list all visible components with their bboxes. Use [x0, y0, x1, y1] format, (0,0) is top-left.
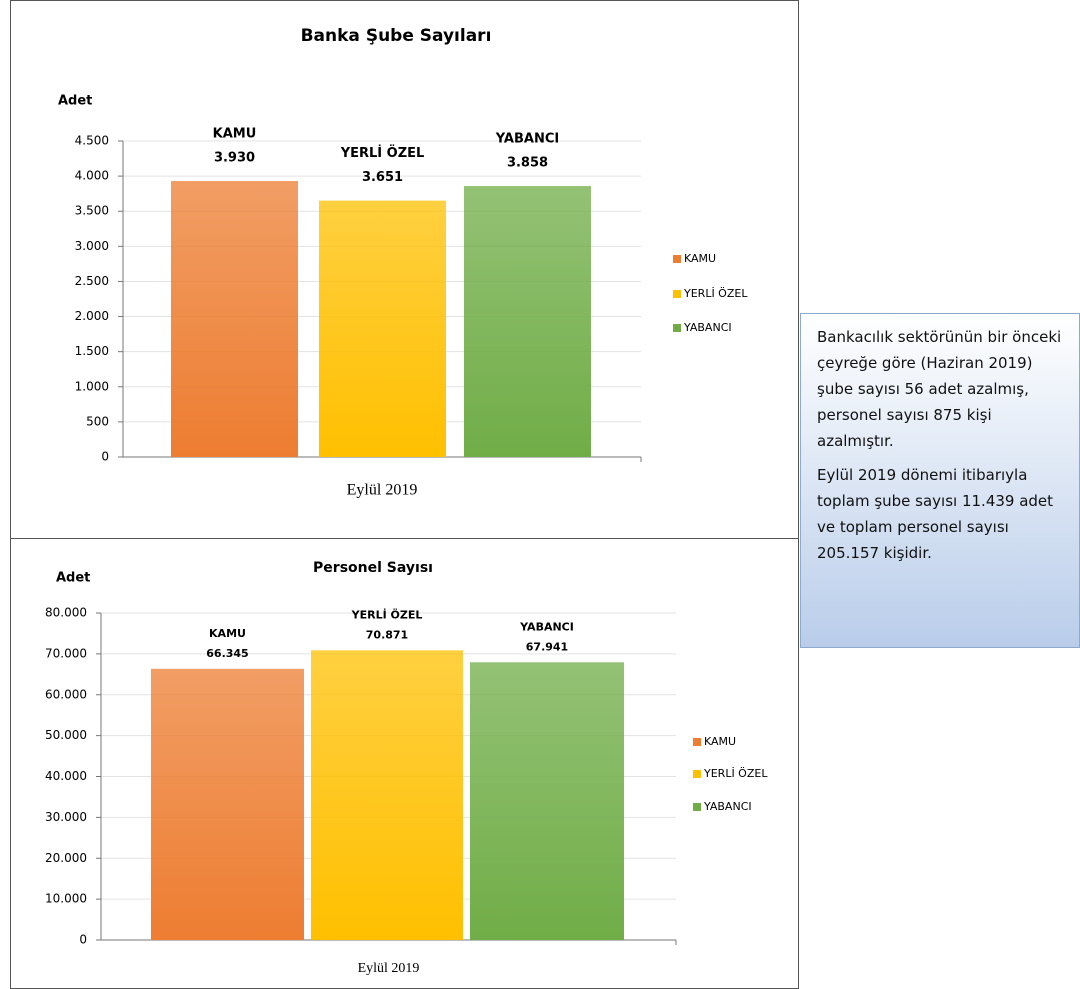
bar-series-label: YABANCI [495, 132, 559, 147]
y-axis-label: Adet [56, 571, 90, 586]
legend-swatch [673, 255, 681, 263]
y-tick-label: 1.000 [75, 379, 109, 393]
paragraph: Bankacılık sektörünün bir önceki çeyreğe… [817, 328, 1062, 450]
bar [464, 186, 591, 457]
chart: Banka Şube Sayıları Adet 0 500 1.000 1.500 2.0… [10, 0, 799, 539]
bar [319, 200, 446, 458]
y-tick-label: 30.000 [45, 810, 87, 824]
legend-swatch [673, 324, 681, 332]
y-tick-label: 50.000 [45, 728, 87, 742]
chart: Personel Sayısı Adet 0 10.000 20.000 30.000 40… [10, 538, 799, 989]
paragraph: Eylül 2019 dönemi itibarıyla toplam şube… [817, 466, 1054, 562]
y-tick-label: 70.000 [45, 646, 87, 660]
x-tick-label: Eylül 2019 [358, 961, 420, 976]
bar [171, 181, 298, 457]
chart-title: Banka Şube Sayıları [301, 26, 492, 46]
x-tick-label: Eylül 2019 [347, 482, 418, 499]
legend-label: KAMU [684, 252, 716, 265]
y-tick-label: 2.000 [75, 309, 109, 323]
bar-series-label: YERLİ ÖZEL [351, 607, 423, 621]
legend-label: YERLİ ÖZEL [703, 767, 768, 780]
y-tick-label: 60.000 [45, 687, 87, 701]
bar-series-label: KAMU [213, 127, 257, 142]
bar-series-label: YERLİ ÖZEL [340, 145, 425, 161]
legend-label: YABANCI [683, 321, 732, 334]
y-tick-label: 4.000 [75, 169, 109, 183]
bar [151, 668, 304, 940]
y-axis-label: Adet [58, 94, 92, 109]
y-tick-label: 3.000 [75, 239, 109, 253]
data-label: 66.345 [206, 647, 248, 660]
y-tick-label: 500 [86, 414, 109, 428]
data-label: 67.941 [526, 640, 568, 653]
y-tick-label: 20.000 [45, 851, 87, 865]
y-tick-label: 3.500 [75, 204, 109, 218]
y-tick-label: 80.000 [45, 606, 87, 620]
y-tick-label: 0 [79, 933, 87, 947]
bar-series-label: KAMU [209, 627, 246, 640]
chart-title: Personel Sayısı [313, 560, 433, 576]
bar-series-label: YABANCI [519, 620, 574, 633]
data-label: 70.871 [366, 628, 408, 641]
y-tick-label: 40.000 [45, 769, 87, 783]
y-tick-label: 1.500 [75, 344, 109, 358]
legend-label: KAMU [704, 735, 736, 748]
legend-label: YABANCI [703, 800, 752, 813]
legend-swatch [693, 738, 701, 746]
bar [470, 662, 624, 940]
y-tick-label: 4.500 [75, 134, 109, 148]
y-tick-label: 2.500 [75, 274, 109, 288]
legend-swatch [693, 770, 701, 778]
legend-swatch [693, 803, 701, 811]
data-label: 3.651 [362, 170, 403, 185]
y-tick-label: 10.000 [45, 892, 87, 906]
legend-label: YERLİ ÖZEL [683, 287, 748, 300]
legend-swatch [673, 290, 681, 298]
y-tick-label: 0 [101, 450, 109, 464]
text-box: Bankacılık sektörünün bir önceki çeyreğe… [800, 313, 1080, 648]
data-label: 3.930 [214, 151, 255, 166]
bar [311, 650, 463, 940]
data-label: 3.858 [507, 156, 548, 171]
